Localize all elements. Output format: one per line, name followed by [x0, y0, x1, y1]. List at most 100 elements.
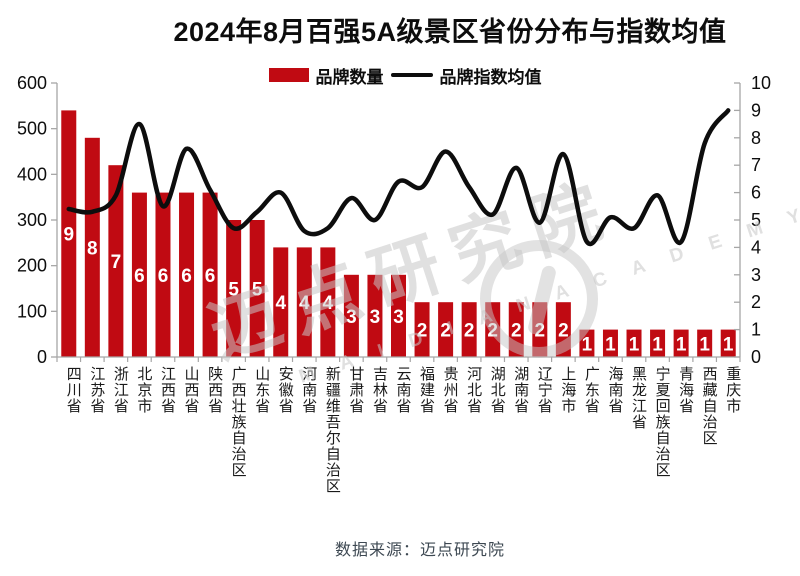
x-axis-label: 安徽省 — [276, 366, 294, 414]
x-axis-label: 福建省 — [418, 366, 436, 414]
bar — [367, 274, 383, 357]
x-axis-label: 河南省 — [300, 366, 318, 414]
x-axis-label: 青海省 — [677, 366, 695, 414]
bar-value-label: 1 — [605, 334, 616, 355]
x-axis-label: 江苏省 — [88, 366, 106, 414]
bar-value-label: 3 — [370, 307, 381, 328]
bar — [438, 302, 454, 357]
x-axis-label: 海南省 — [606, 366, 624, 414]
right-axis-tick-label: 6 — [751, 183, 761, 203]
bar — [508, 302, 524, 357]
bar — [249, 220, 265, 357]
right-axis-tick-label: 0 — [751, 347, 761, 367]
legend-line-swatch — [390, 73, 433, 77]
x-axis-label: 黑龙江省 — [630, 366, 648, 430]
bar — [673, 329, 689, 357]
bar-value-label: 2 — [487, 321, 498, 342]
bar-value-label: 2 — [558, 321, 569, 342]
bar-value-label: 2 — [440, 321, 451, 342]
bar — [650, 329, 666, 357]
x-axis-label: 北京市 — [135, 366, 153, 414]
bar — [626, 329, 642, 357]
bar — [602, 329, 618, 357]
x-axis-label: 辽宁省 — [535, 366, 553, 414]
bar — [697, 329, 713, 357]
right-axis-tick-label: 10 — [751, 73, 771, 93]
bar — [461, 302, 477, 357]
x-axis-label: 新疆维吾尔自治区 — [323, 366, 341, 494]
bar-value-label: 4 — [275, 293, 286, 314]
x-axis-label: 陕西省 — [206, 366, 224, 414]
bar-value-label: 8 — [87, 238, 98, 259]
left-axis-tick-label: 600 — [17, 73, 47, 93]
right-axis-tick-label: 5 — [751, 210, 761, 230]
bar-value-label: 4 — [299, 293, 310, 314]
bar-value-label: 1 — [723, 334, 734, 355]
page-title: 2024年8月百强5A级景区省份分布与指数均值 — [173, 17, 727, 47]
left-axis-tick-label: 500 — [17, 119, 47, 139]
bar-value-label: 1 — [582, 334, 593, 355]
right-axis-tick-label: 9 — [751, 100, 761, 120]
x-axis-label: 吉林省 — [370, 366, 388, 414]
bar — [555, 302, 571, 357]
x-axis-label: 河北省 — [465, 366, 483, 414]
bar-value-label: 2 — [511, 321, 522, 342]
bar-value-label: 3 — [346, 307, 357, 328]
x-axis-label: 西藏自治区 — [700, 366, 718, 446]
x-axis-label: 广西壮族自治区 — [229, 366, 247, 478]
x-axis-label: 山东省 — [253, 366, 271, 414]
bar-value-label: 6 — [181, 266, 192, 287]
bar-value-label: 1 — [629, 334, 640, 355]
x-axis-label: 湖南省 — [512, 366, 530, 414]
bar — [320, 247, 336, 357]
right-axis-tick-label: 1 — [751, 320, 761, 340]
bar-value-label: 5 — [252, 280, 263, 301]
bar — [273, 247, 289, 357]
x-axis-label: 浙江省 — [111, 366, 129, 414]
right-axis-tick-label: 7 — [751, 155, 761, 175]
legend-bar-swatch — [268, 68, 309, 82]
legend-bar-label: 品牌数量 — [315, 67, 384, 87]
right-axis-tick-label: 3 — [751, 265, 761, 285]
bar-value-label: 2 — [464, 321, 475, 342]
x-axis-label: 云南省 — [394, 366, 412, 414]
left-axis-tick-label: 300 — [17, 210, 47, 230]
bar — [296, 247, 312, 357]
bar-value-label: 1 — [699, 334, 710, 355]
chart-legend: 品牌数量 品牌指数均值 — [5, 64, 800, 87]
bar — [226, 220, 242, 357]
x-axis-label: 贵州省 — [441, 366, 459, 414]
data-source-text: 数据来源：迈点研究院 — [334, 542, 505, 559]
x-axis-label: 四川省 — [64, 366, 82, 414]
bar-value-label: 6 — [134, 266, 145, 287]
bar — [391, 274, 406, 357]
bar — [414, 302, 430, 357]
x-axis-label: 广东省 — [582, 366, 600, 414]
bar-value-label: 1 — [652, 334, 663, 355]
legend-line-label: 品牌指数均值 — [439, 67, 542, 87]
x-axis-label: 重庆市 — [724, 366, 742, 414]
bar-value-label: 1 — [676, 334, 687, 355]
bar — [532, 302, 548, 357]
bar-value-label: 2 — [417, 321, 428, 342]
x-axis-label: 甘肃省 — [347, 366, 365, 414]
left-axis-tick-label: 100 — [17, 301, 47, 321]
bar-value-label: 3 — [393, 307, 404, 328]
bar — [720, 329, 736, 357]
x-axis-label: 上海市 — [559, 366, 577, 414]
left-axis-tick-label: 400 — [17, 164, 47, 184]
right-axis-tick-label: 8 — [751, 128, 761, 148]
bar — [343, 274, 359, 357]
bar-value-label: 9 — [63, 225, 74, 246]
left-axis-tick-label: 200 — [17, 256, 47, 276]
x-axis-label: 湖北省 — [488, 366, 506, 414]
right-axis-tick-label: 2 — [751, 292, 761, 312]
bar-value-label: 5 — [228, 280, 239, 301]
x-axis-label: 山西省 — [182, 366, 200, 414]
right-axis-tick-label: 4 — [751, 237, 761, 257]
bar-value-label: 2 — [535, 321, 546, 342]
x-axis-label: 宁夏回族自治区 — [653, 366, 671, 478]
bar-value-label: 6 — [205, 266, 216, 287]
x-axis-label: 江西省 — [158, 366, 176, 414]
